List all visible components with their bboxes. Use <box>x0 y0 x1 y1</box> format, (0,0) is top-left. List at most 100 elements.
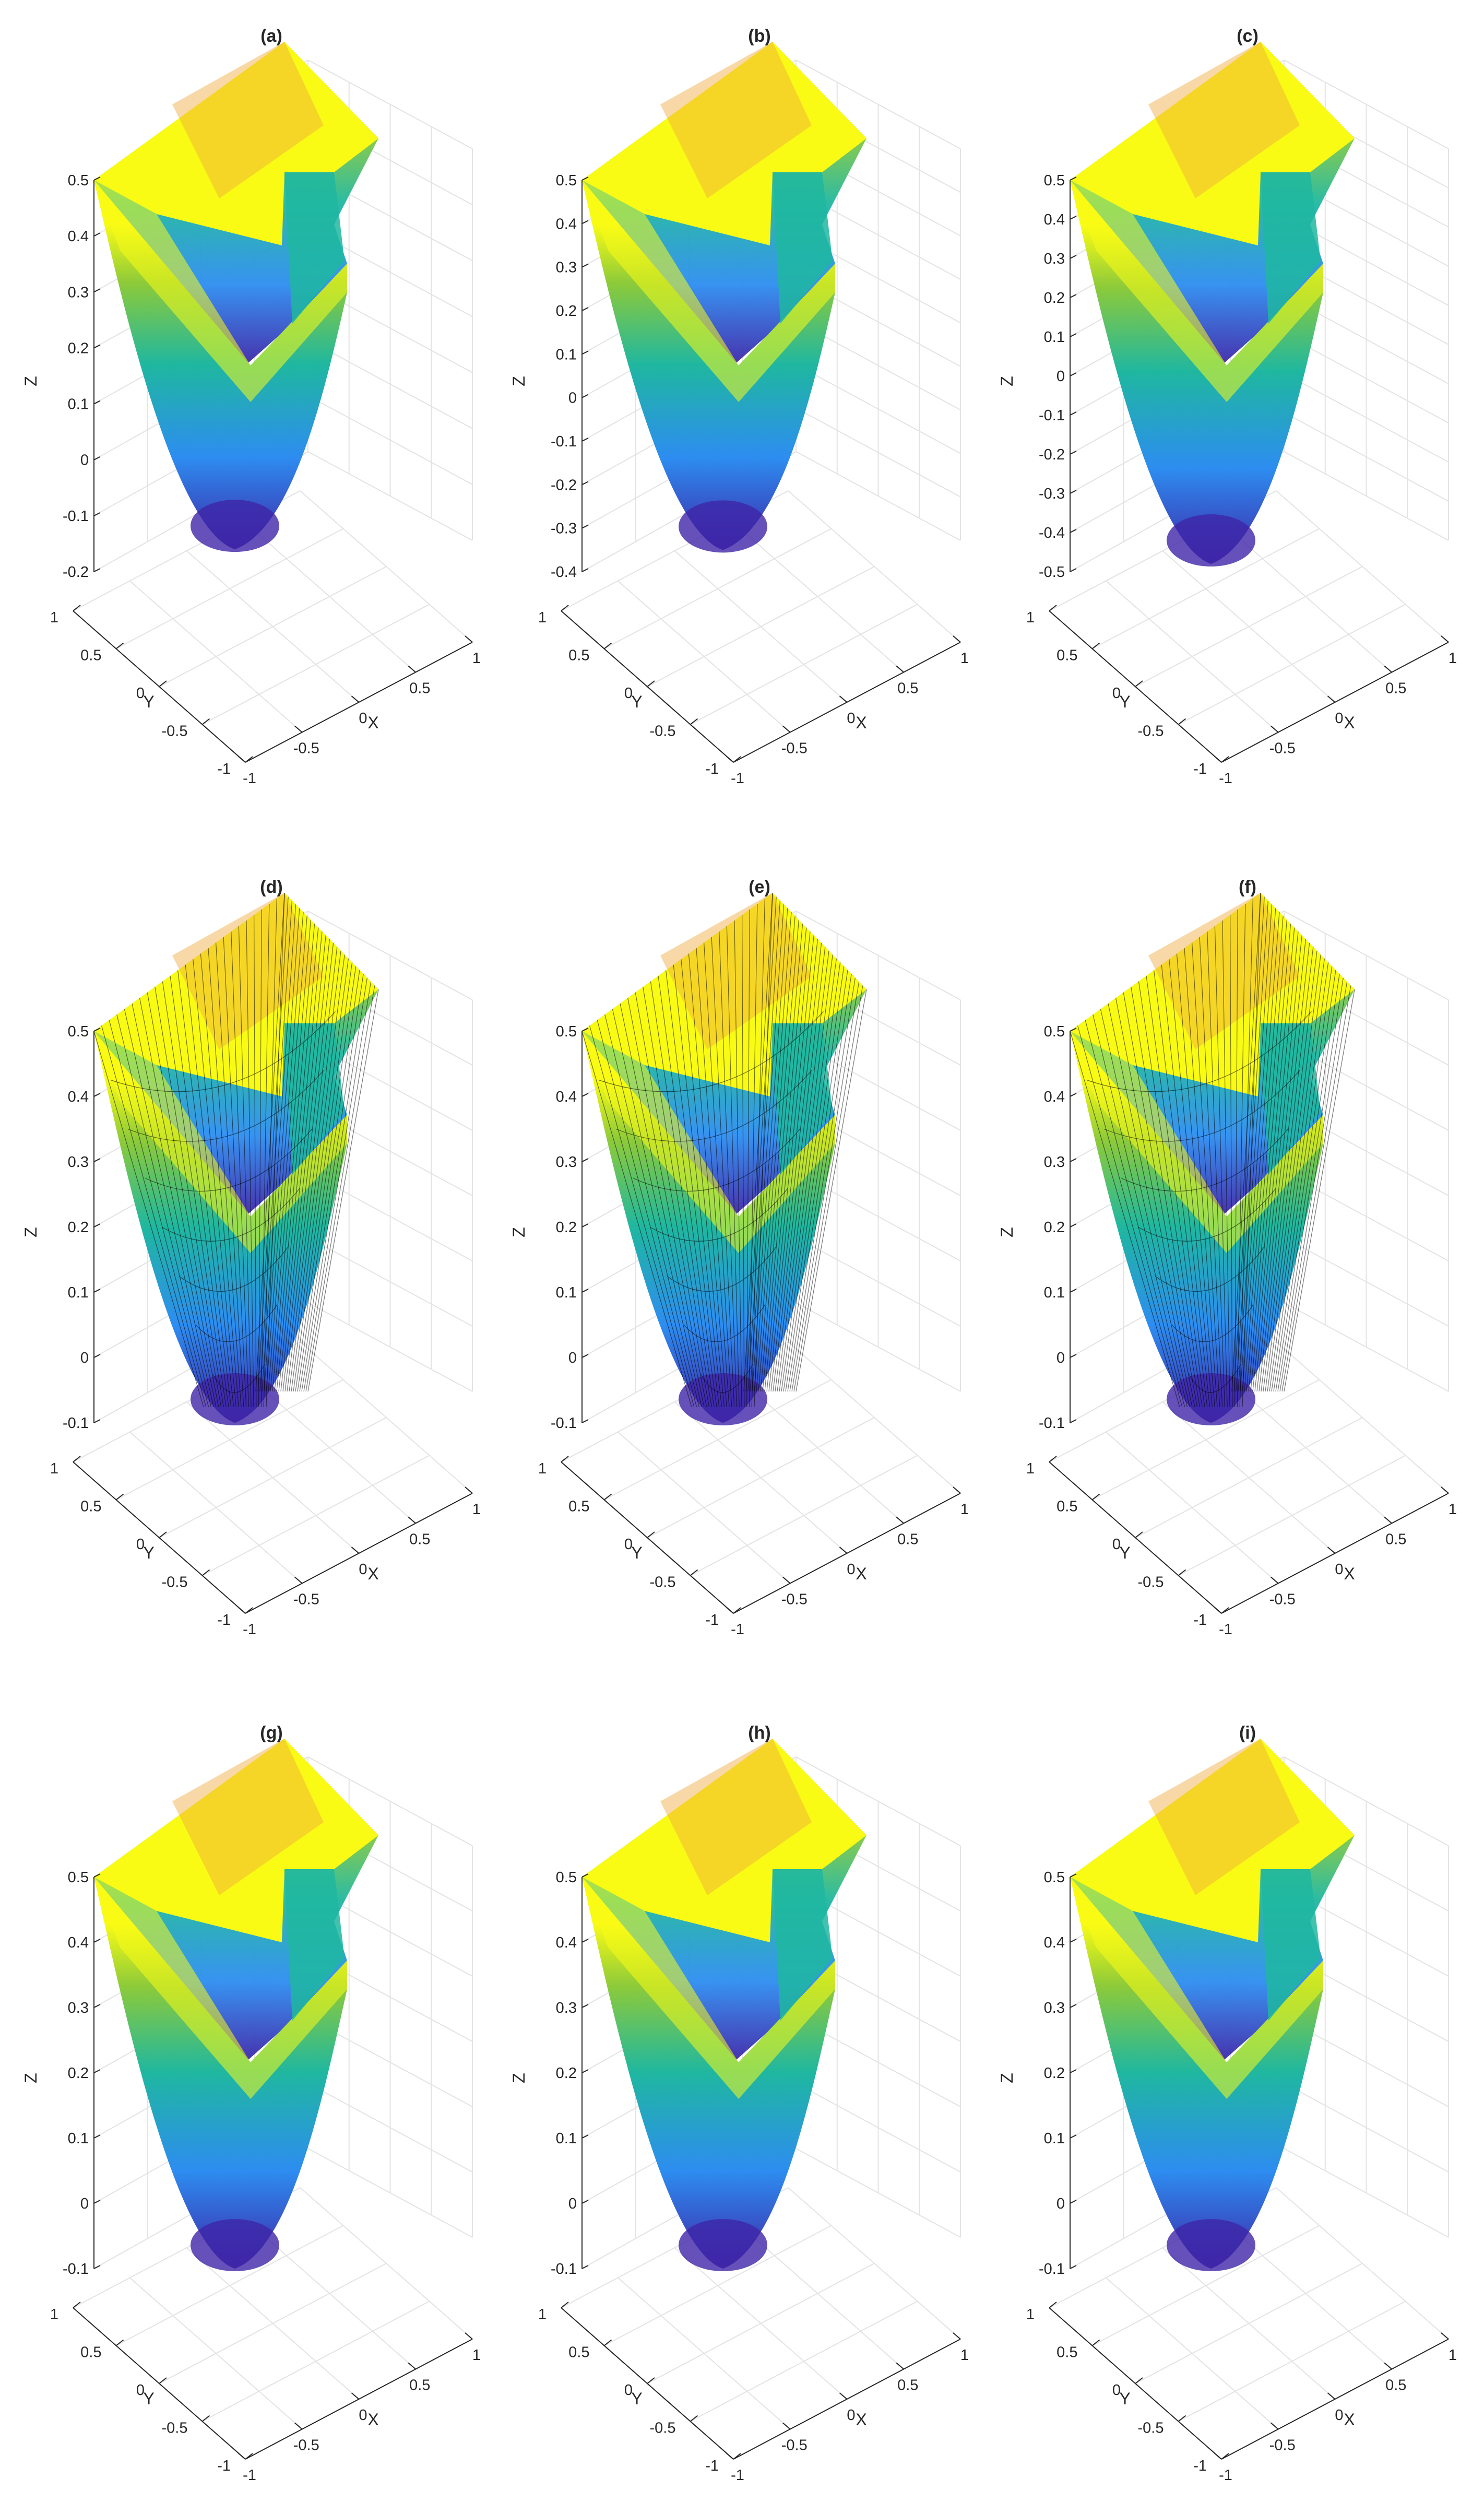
surface-ridge <box>582 180 835 402</box>
y-tick <box>1091 1493 1100 1501</box>
surface-top-shade <box>660 42 812 198</box>
x-tick-label: -1 <box>731 770 744 787</box>
z-tick-label: 0.4 <box>556 1934 577 1951</box>
z-tick <box>1070 1939 1077 1943</box>
surface-notch-wall <box>773 172 833 324</box>
y-tick <box>1178 1569 1186 1576</box>
surface <box>1070 892 1355 1425</box>
y-tick <box>603 642 612 650</box>
z-tick-label: 0.3 <box>1044 1154 1065 1171</box>
x-tick-label: 1 <box>472 650 481 667</box>
z-tick-label: 0.5 <box>1044 1869 1065 1886</box>
x-tick-label: -1 <box>1219 2467 1232 2484</box>
z-tick-label: -0.1 <box>1039 2261 1065 2277</box>
z-tick <box>1070 1354 1077 1358</box>
y-tick <box>245 756 253 763</box>
surface-ridge <box>94 180 347 402</box>
z-tick <box>93 176 101 181</box>
x-tick <box>1271 1576 1279 1584</box>
y-tick <box>1221 2453 1229 2460</box>
z-tick <box>1070 529 1077 533</box>
x-tick <box>726 756 734 763</box>
z-tick <box>581 220 589 225</box>
z-tick <box>1070 1158 1077 1162</box>
surface-top-shade <box>1148 42 1300 198</box>
x-axis-label: X <box>856 1564 866 1583</box>
x-tick <box>1271 725 1279 733</box>
z-tick-label: 0.3 <box>68 284 89 301</box>
z-tick-label: 0 <box>1056 1350 1065 1366</box>
x-tick <box>726 2452 734 2460</box>
z-tick <box>581 1158 589 1162</box>
x-tick <box>839 695 848 703</box>
x-tick-label: 0.5 <box>897 1531 918 1548</box>
x-tick-label: -1 <box>731 2467 744 2484</box>
y-tick-label: 1 <box>50 1460 58 1477</box>
y-tick <box>73 2302 81 2308</box>
z-tick <box>1070 216 1077 220</box>
x-tick-label: 1 <box>1449 650 1457 667</box>
z-tick-label: 0.5 <box>1044 172 1065 189</box>
surface-top-plateau <box>582 893 866 1096</box>
z-tick-label: -0.1 <box>63 2261 89 2277</box>
z-tick-label: 0.3 <box>1044 251 1065 267</box>
y-tick-label: -1 <box>217 761 231 777</box>
z-tick-label: 0.2 <box>1044 290 1065 306</box>
x-axis-label: X <box>856 2410 866 2429</box>
surface-mesh-edges <box>93 892 379 1408</box>
z-tick <box>93 512 101 516</box>
z-tick <box>93 232 101 237</box>
z-tick <box>1070 1093 1077 1097</box>
y-axis-label: Y <box>143 692 154 711</box>
surface-notch-wall <box>284 1869 345 2021</box>
y-tick <box>1221 756 1229 763</box>
x-tick-label: -1 <box>243 1621 256 1638</box>
z-tick-label: 0.1 <box>556 2130 577 2147</box>
z-tick <box>581 1289 589 1293</box>
z-tick-label: 0 <box>1056 2196 1065 2212</box>
surface-top-plateau <box>94 42 378 245</box>
z-axis-label: Z <box>21 376 40 386</box>
z-axis-label: Z <box>509 2073 528 2083</box>
surface <box>582 1739 866 2271</box>
surface-ridge <box>582 1877 835 2099</box>
x-tick <box>896 665 904 673</box>
y-tick <box>1178 718 1186 725</box>
x-tick <box>408 1516 416 1524</box>
y-tick <box>1178 2415 1186 2422</box>
z-tick <box>93 1289 101 1293</box>
y-tick-label: 0.5 <box>1056 2344 1077 2361</box>
x-tick-label: 1 <box>472 1501 481 1518</box>
x-tick <box>465 1486 473 1494</box>
x-tick <box>238 756 246 763</box>
z-tick-label: 0 <box>568 390 577 407</box>
surface-top-plateau <box>94 1739 378 1942</box>
z-tick-label: -0.1 <box>551 1415 577 1432</box>
x-tick <box>1384 2362 1392 2370</box>
x-tick-label: 1 <box>960 650 969 667</box>
z-tick-label: 0.4 <box>556 216 577 232</box>
y-tick <box>647 1531 655 1538</box>
surface-top-shade <box>660 1739 812 1895</box>
z-tick-label: 0.5 <box>68 172 89 189</box>
z-tick <box>93 1873 101 1878</box>
chart-panel-d: -0.1 0 0.1 0.2 0.3 0.4 0.5 -1 -0.5 0 0.5 1 -1 -0.5 0 0.… <box>21 877 481 1638</box>
z-tick <box>581 2069 589 2073</box>
y-tick-label: 0.5 <box>568 2344 589 2361</box>
x-tick <box>1214 2452 1222 2460</box>
y-tick-label: 0.5 <box>1056 1498 1077 1515</box>
y-tick <box>201 2415 210 2422</box>
y-tick-label: 1 <box>538 2306 547 2323</box>
x-tick <box>782 725 791 733</box>
x-axis-label: X <box>856 713 866 732</box>
x-tick-label: -1 <box>1219 1621 1232 1638</box>
surface-notch-wall <box>773 1869 833 2021</box>
x-tick <box>953 2332 961 2340</box>
z-tick-label: 0.1 <box>1044 329 1065 346</box>
x-tick-label: 0.5 <box>409 2377 430 2394</box>
x-tick <box>1214 1607 1222 1614</box>
y-tick <box>1049 2302 1057 2308</box>
z-tick-label: 0.4 <box>68 1089 89 1105</box>
y-tick <box>73 1456 81 1462</box>
